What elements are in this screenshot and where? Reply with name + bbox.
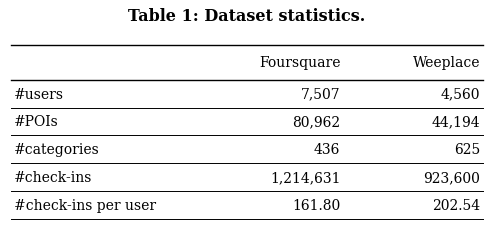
Text: 202.54: 202.54	[432, 198, 480, 212]
Text: Table 1: Dataset statistics.: Table 1: Dataset statistics.	[128, 8, 366, 25]
Text: 625: 625	[454, 143, 480, 157]
Text: 161.80: 161.80	[292, 198, 340, 212]
Text: Foursquare: Foursquare	[259, 56, 340, 70]
Text: 7,507: 7,507	[301, 87, 340, 101]
Text: 923,600: 923,600	[423, 171, 480, 184]
Text: #users: #users	[14, 87, 64, 101]
Text: #POIs: #POIs	[14, 115, 58, 129]
Text: 4,560: 4,560	[441, 87, 480, 101]
Text: #check-ins per user: #check-ins per user	[14, 198, 156, 212]
Text: 436: 436	[314, 143, 340, 157]
Text: 80,962: 80,962	[292, 115, 340, 129]
Text: #categories: #categories	[14, 143, 99, 157]
Text: Weeplace: Weeplace	[413, 56, 480, 70]
Text: 44,194: 44,194	[432, 115, 480, 129]
Text: 1,214,631: 1,214,631	[270, 171, 340, 184]
Text: #check-ins: #check-ins	[14, 171, 92, 184]
